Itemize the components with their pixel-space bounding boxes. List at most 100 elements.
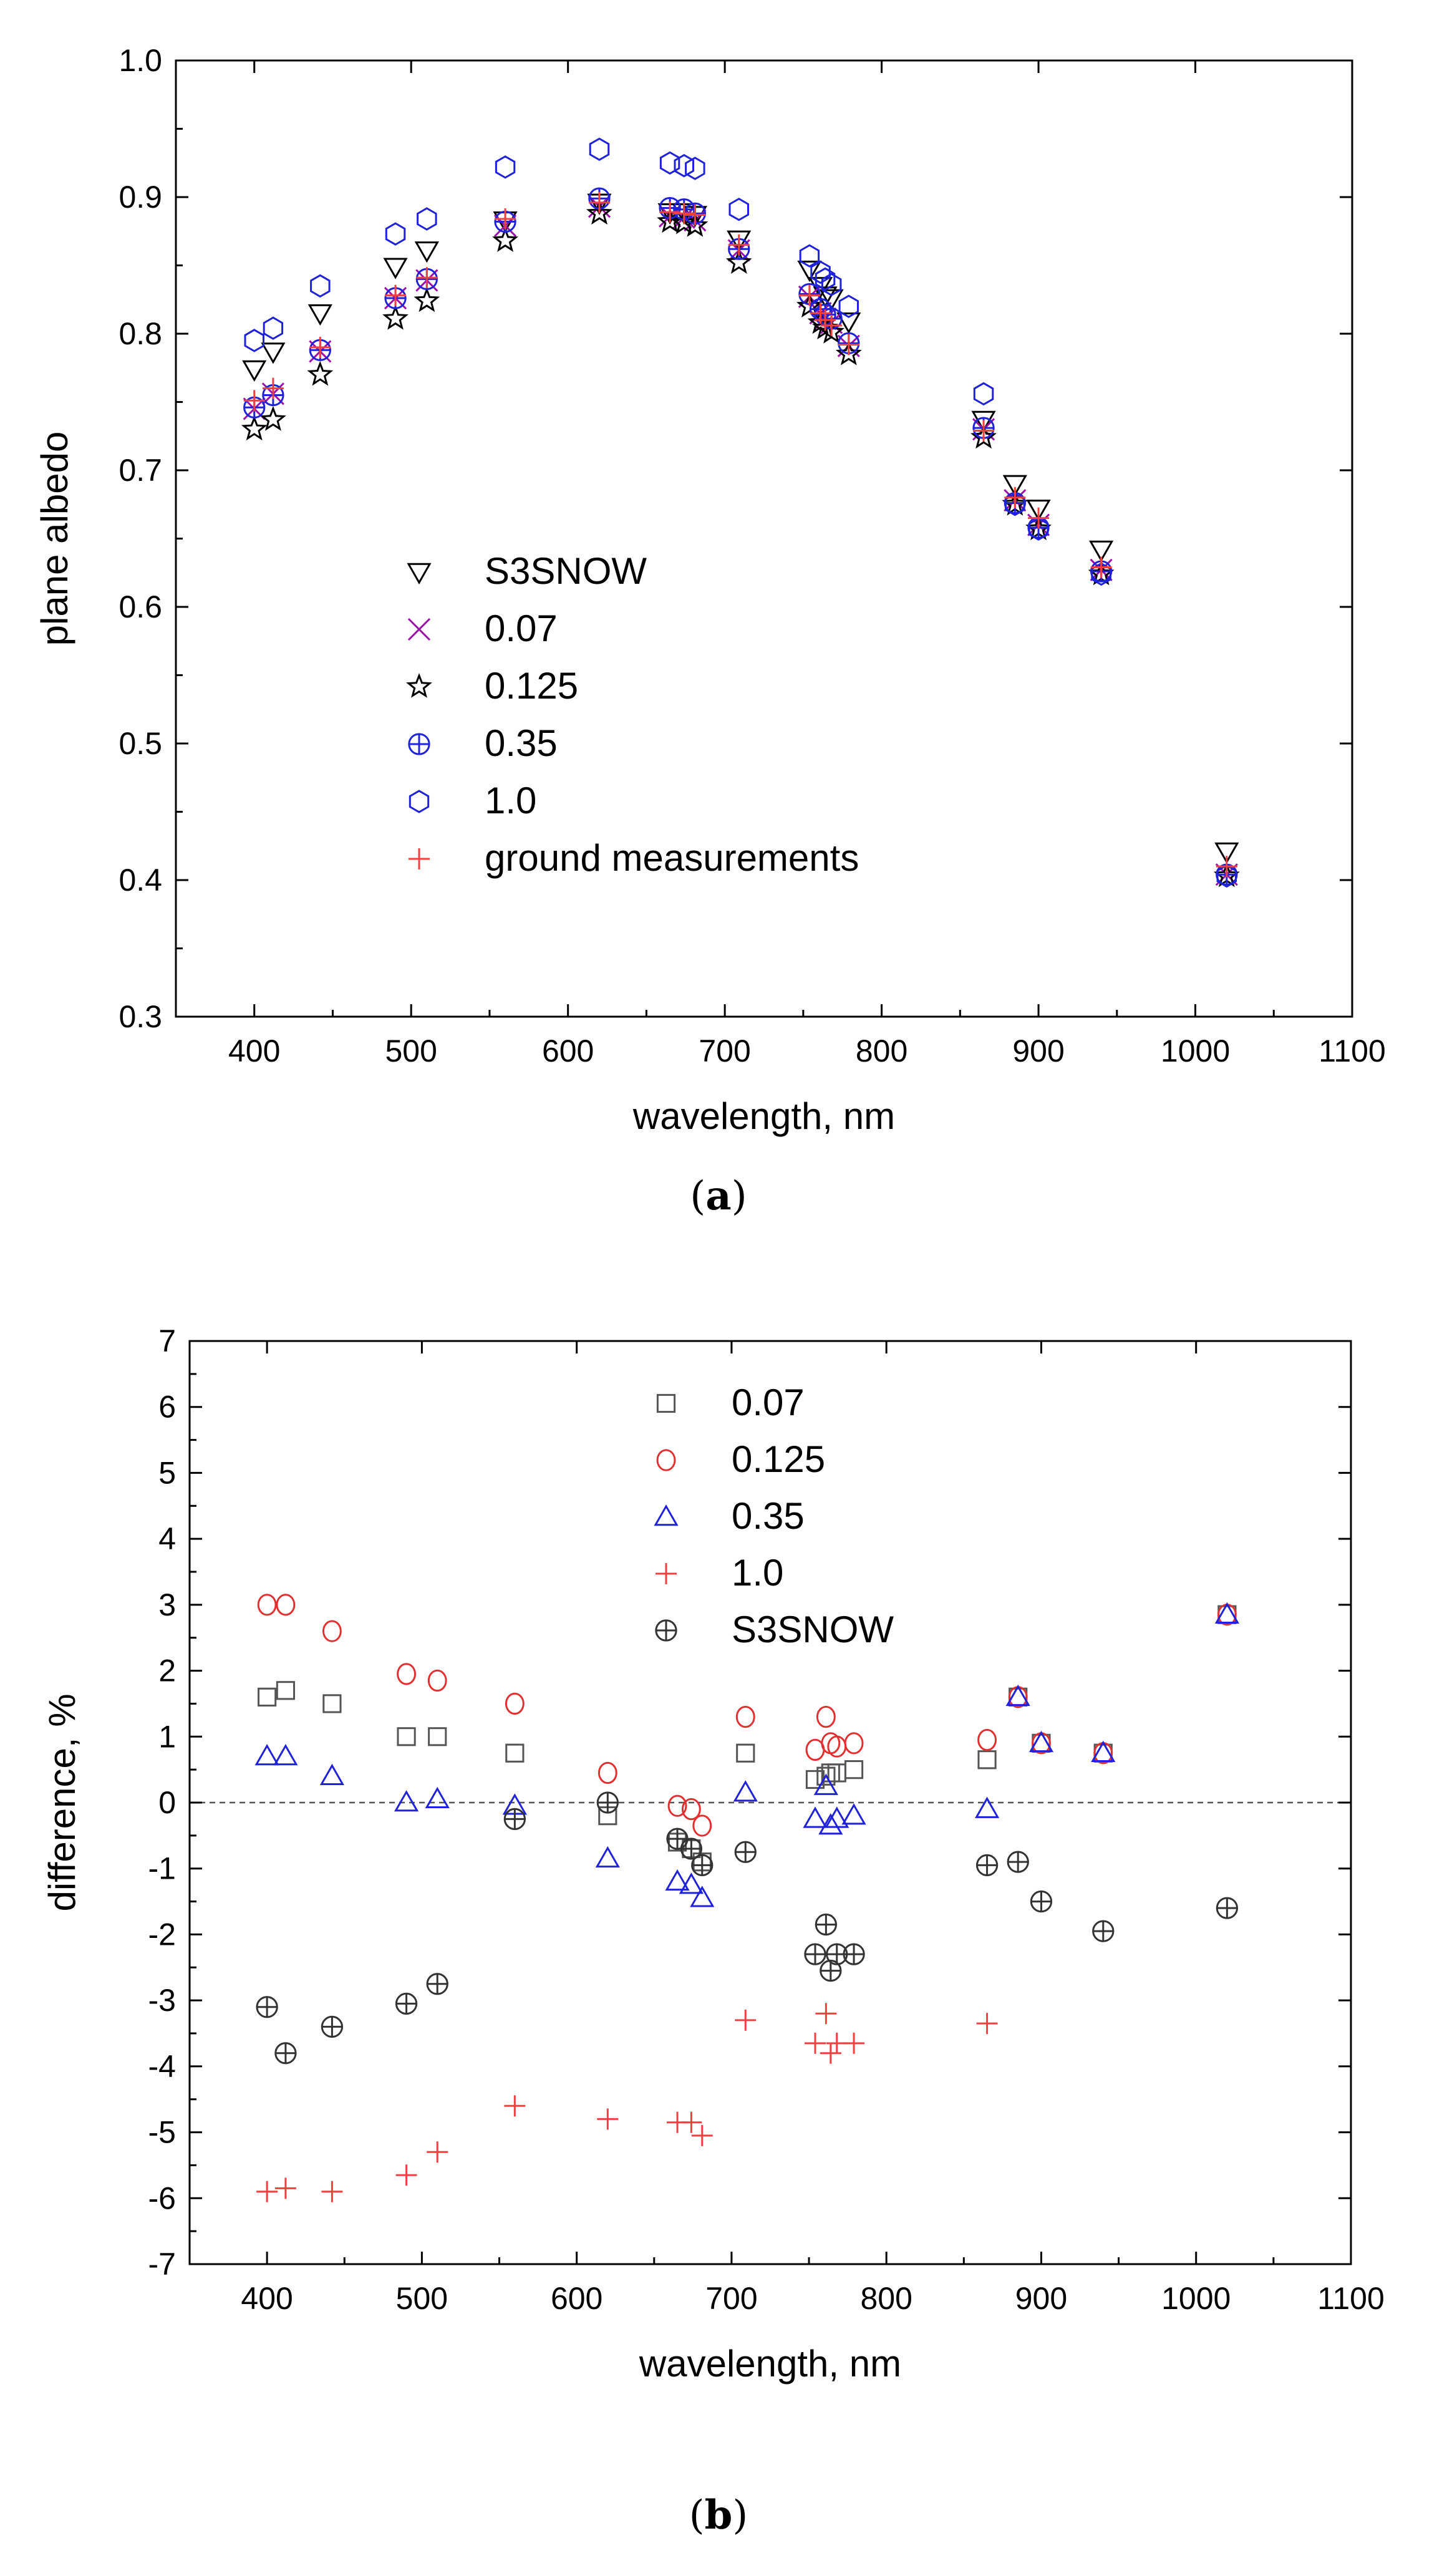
data-point-s3snow xyxy=(819,289,844,311)
legend-label-s3snow: S3SNOW xyxy=(732,1609,894,1650)
data-point-ground-measurements xyxy=(243,390,265,412)
x-tick-label: 800 xyxy=(860,2281,912,2316)
data-point-0-125 xyxy=(681,1798,701,1821)
data-point-1-0 xyxy=(843,2032,865,2054)
data-point-s3snow xyxy=(256,1996,278,2018)
data-point-ground-measurements xyxy=(973,420,995,442)
data-point-s3snow xyxy=(797,260,822,283)
x-tick-label: 400 xyxy=(228,1034,280,1068)
data-point-s3snow xyxy=(1214,842,1239,864)
data-point-1-0 xyxy=(815,2003,837,2025)
data-point-s3snow xyxy=(274,2042,297,2065)
data-point-0-125 xyxy=(670,209,697,235)
legend-marker-0-35 xyxy=(408,733,430,755)
legend-label-s3snow: S3SNOW xyxy=(485,550,647,592)
data-point-0-35 xyxy=(254,1743,279,1766)
legend-label-0-35: 0.35 xyxy=(732,1495,805,1537)
data-point-0-35 xyxy=(595,1846,620,1868)
legend-marker-0-07 xyxy=(656,1393,676,1413)
data-point-s3snow xyxy=(596,1791,619,1814)
data-point-0-125 xyxy=(414,287,440,312)
data-point-s3snow xyxy=(395,1992,418,2015)
x-tick-label: 600 xyxy=(542,1034,594,1068)
legend-label-1-0: 1.0 xyxy=(732,1552,783,1594)
legend-marker-1-0 xyxy=(409,790,430,813)
data-point-ground-measurements xyxy=(309,336,331,358)
data-point-ground-measurements xyxy=(659,201,681,223)
data-point-s3snow xyxy=(1030,1890,1053,1913)
data-point-0-35 xyxy=(273,1743,298,1766)
data-point-0-125 xyxy=(241,415,268,441)
data-point-1-0 xyxy=(417,207,437,231)
legend-marker-0-125 xyxy=(656,1449,676,1471)
legend-marker-s3snow xyxy=(407,563,432,585)
data-point-ground-measurements xyxy=(385,284,407,306)
data-point-ground-measurements xyxy=(1090,556,1112,578)
data-point-ground-measurements xyxy=(798,284,820,306)
y-tick-label: -1 xyxy=(148,1851,176,1886)
legend: 0.07 0.125 0.35 1.0 S3SNOW xyxy=(654,1382,894,1650)
data-point-0-125 xyxy=(397,1663,417,1685)
data-point-s3snow xyxy=(975,1854,999,1877)
data-point-0-35 xyxy=(690,1886,715,1907)
y-tick-label: 0.7 xyxy=(119,453,162,488)
data-point-1-0 xyxy=(263,316,284,340)
data-point-s3snow xyxy=(242,360,267,382)
y-tick-label: 5 xyxy=(158,1455,176,1490)
data-point-0-125 xyxy=(598,1761,617,1784)
data-point-0-125 xyxy=(682,211,709,237)
x-tick-label: 700 xyxy=(705,2281,757,2316)
data-point-0-07 xyxy=(428,1727,447,1746)
data-point-1-0 xyxy=(799,244,820,268)
series-1-0 xyxy=(244,137,1237,888)
data-point-1-0 xyxy=(685,157,705,180)
series-1-0 xyxy=(256,2003,998,2202)
series-0-07 xyxy=(243,195,1238,886)
x-tick-label: 1000 xyxy=(1161,2281,1231,2316)
y-tick-label: -5 xyxy=(148,2115,176,2150)
data-point-s3snow xyxy=(503,1808,526,1831)
data-point-1-0 xyxy=(691,2124,713,2146)
data-point-s3snow xyxy=(843,1943,865,1965)
data-point-0-125 xyxy=(586,200,612,225)
x-axis-title: wavelength, nm xyxy=(632,1095,895,1137)
data-point-0-125 xyxy=(692,1814,712,1837)
legend-marker-ground-measurements xyxy=(409,848,430,869)
x-tick-label: 900 xyxy=(1012,1034,1064,1068)
data-point-1-0 xyxy=(589,137,610,162)
y-tick-label: 7 xyxy=(158,1324,176,1358)
legend-label-0-35: 0.35 xyxy=(485,722,558,764)
data-point-1-0 xyxy=(728,197,749,221)
caption-b: (b) xyxy=(689,2492,748,2539)
data-point-s3snow xyxy=(307,304,332,326)
legend-label-0-125: 0.125 xyxy=(732,1438,825,1480)
series-0-125 xyxy=(241,200,1240,888)
legend-marker-0-35 xyxy=(654,1504,679,1526)
data-point-s3snow xyxy=(1002,475,1027,496)
series-ground-measurements xyxy=(243,191,1237,878)
legend-label-0-125: 0.125 xyxy=(485,665,578,707)
y-tick-label: -7 xyxy=(148,2247,176,2282)
data-point-0-07 xyxy=(276,1681,296,1700)
difference-chart: 400 500 600 700 800 900 1000 1100 -7 -6 -5 -4 -3 -2 -1… xyxy=(41,1324,1385,2385)
data-point-1-0 xyxy=(310,274,331,298)
data-point-ground-measurements xyxy=(1004,487,1026,508)
data-point-s3snow xyxy=(261,342,286,364)
y-tick-label: 1.0 xyxy=(119,43,162,78)
data-point-0-125 xyxy=(322,1620,342,1642)
data-point-s3snow xyxy=(734,1841,757,1863)
y-tick-label: 1 xyxy=(158,1719,176,1754)
data-point-0-35 xyxy=(825,1806,849,1828)
legend-marker-s3snow xyxy=(655,1619,677,1642)
data-point-1-0 xyxy=(804,2032,826,2054)
data-point-0-35 xyxy=(319,1763,344,1785)
data-point-0-35 xyxy=(1028,1730,1054,1753)
x-tick-label: 700 xyxy=(699,1034,750,1068)
data-point-1-0 xyxy=(1216,864,1237,888)
x-axis-title: wavelength, nm xyxy=(639,2343,901,2385)
data-point-0-125 xyxy=(382,304,409,330)
data-point-0-125 xyxy=(276,1594,296,1616)
data-point-0-07 xyxy=(736,1743,755,1763)
y-tick-label: 0.5 xyxy=(119,726,162,761)
data-point-0-07 xyxy=(977,1750,997,1770)
